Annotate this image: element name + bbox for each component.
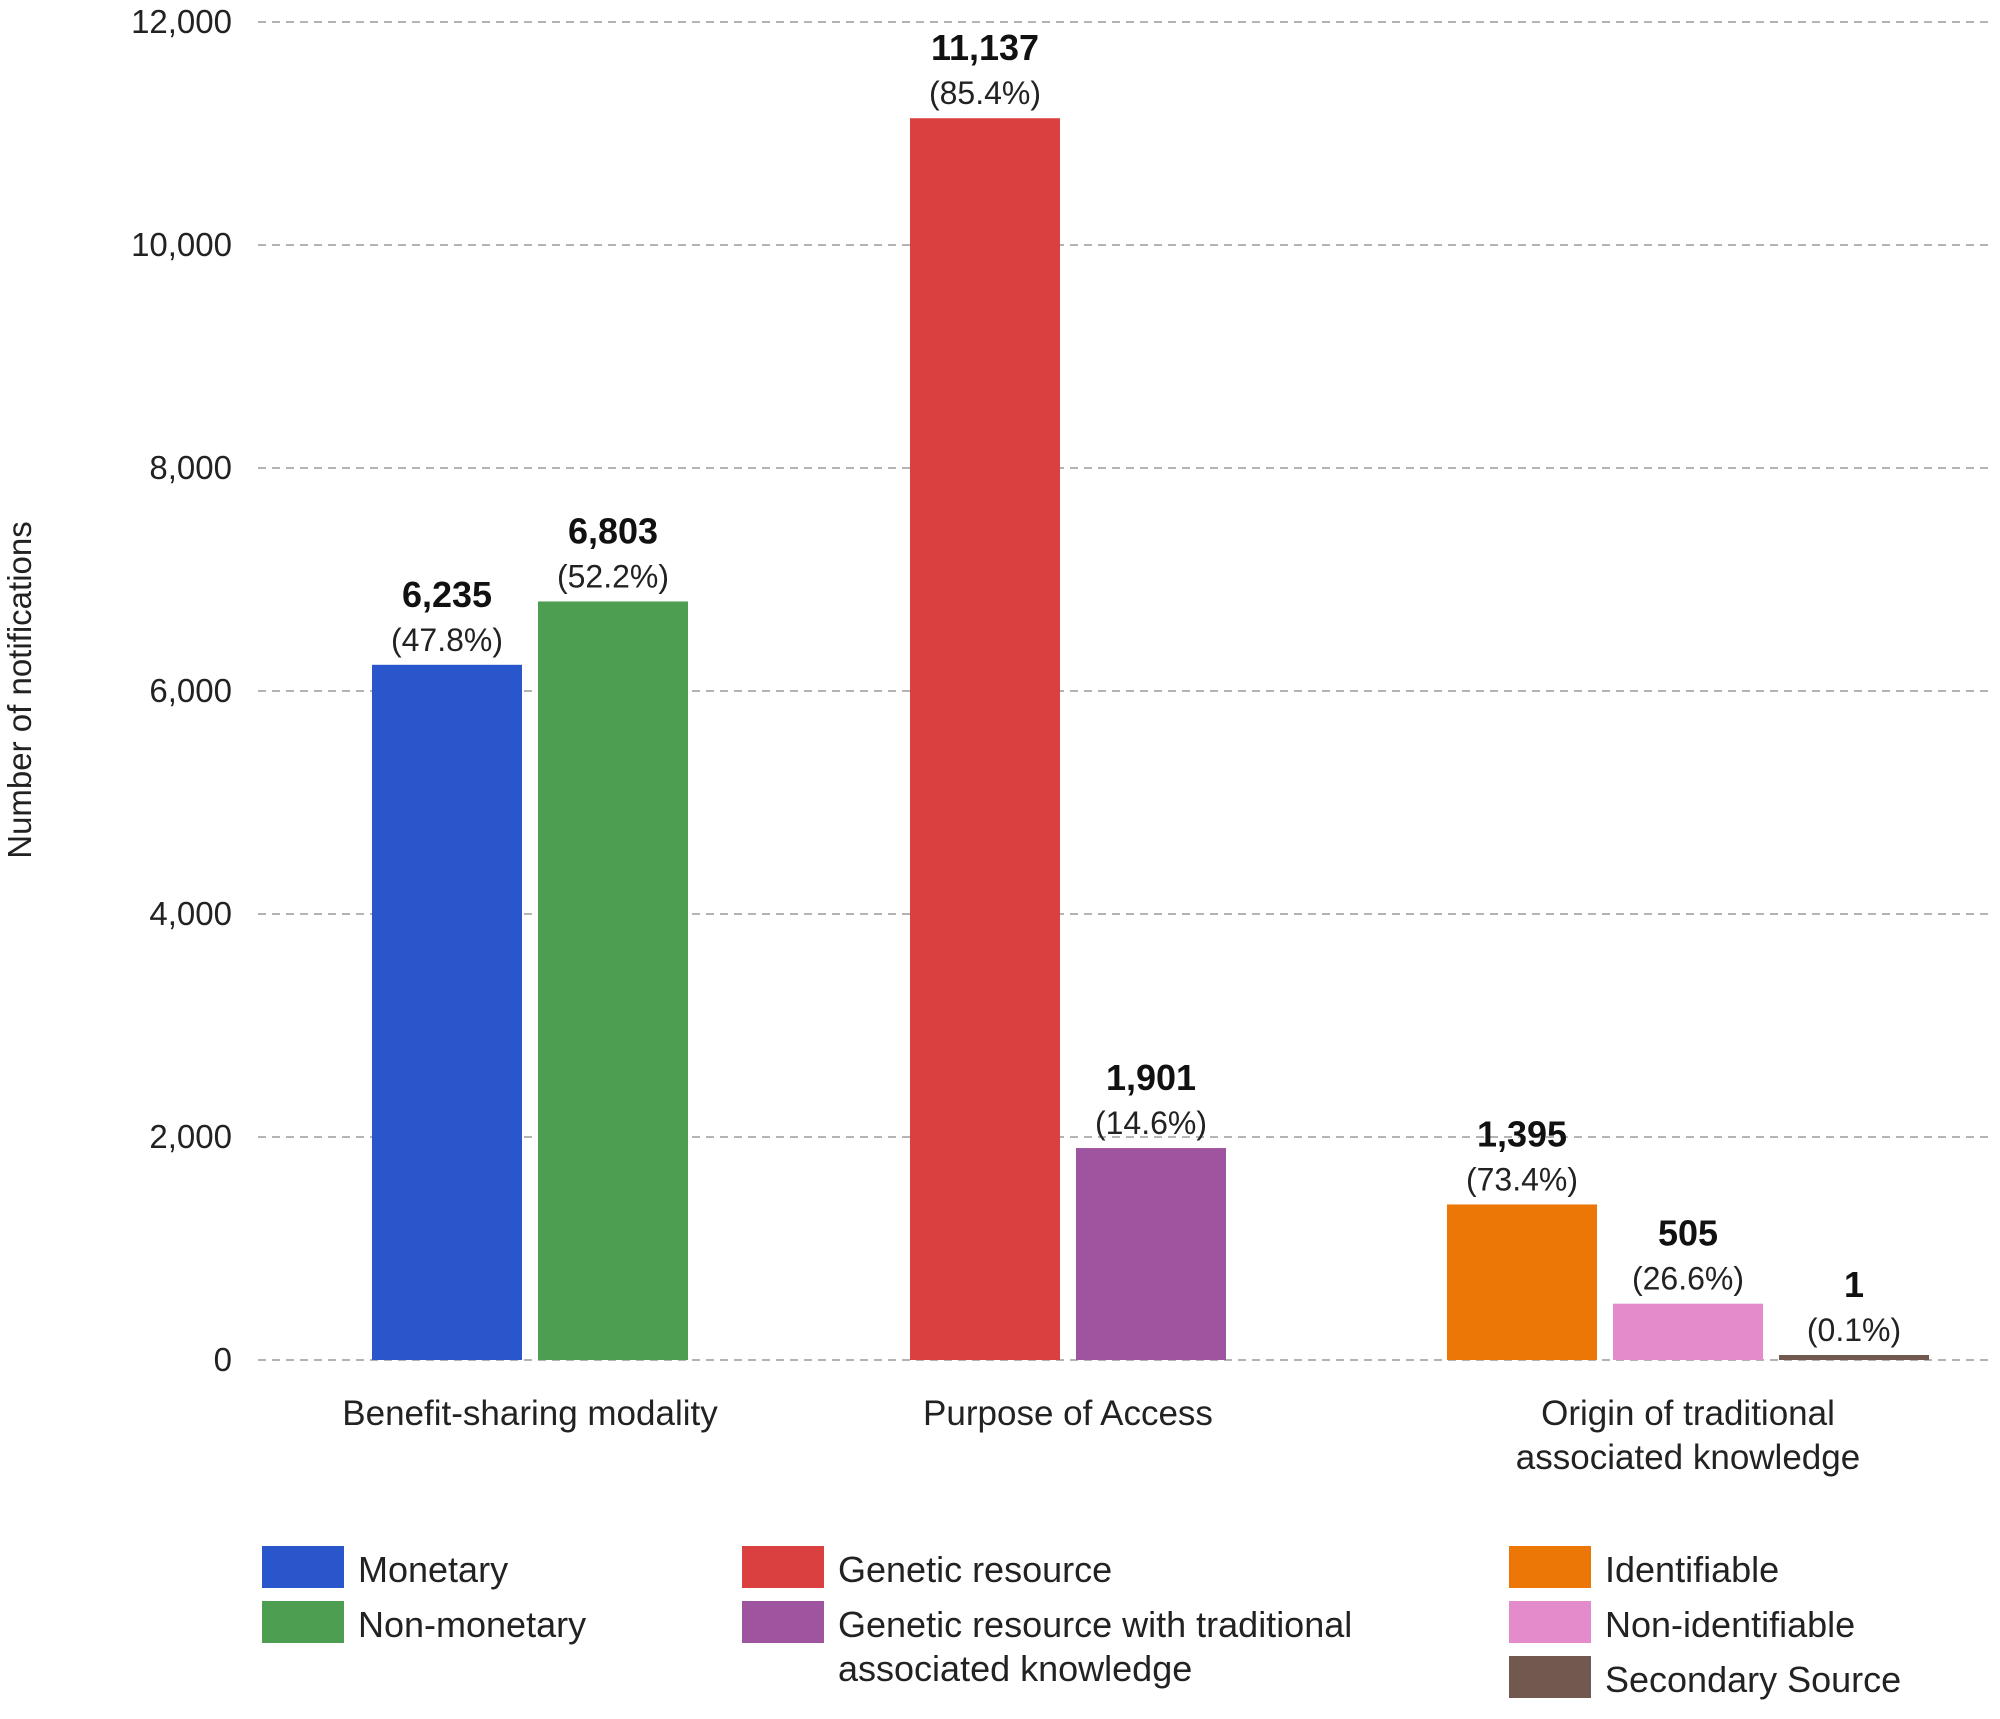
y-tick-label: 2,000 xyxy=(149,1118,232,1155)
bar-percent-label: (0.1%) xyxy=(1807,1312,1901,1348)
bar-value-label: 1,395 xyxy=(1477,1113,1567,1154)
category-label: Purpose of Access xyxy=(923,1394,1213,1433)
legend-swatch xyxy=(742,1601,824,1643)
legend-label: Non-identifiable xyxy=(1605,1604,1855,1645)
bar xyxy=(1076,1148,1226,1360)
bar-value-label: 1 xyxy=(1844,1264,1864,1305)
bar xyxy=(1779,1355,1929,1360)
y-tick-label: 4,000 xyxy=(149,895,232,932)
bar-percent-label: (73.4%) xyxy=(1466,1161,1578,1197)
y-tick-label: 6,000 xyxy=(149,672,232,709)
bar xyxy=(1613,1303,1763,1360)
bar-percent-label: (85.4%) xyxy=(929,75,1041,111)
bar-percent-label: (26.6%) xyxy=(1632,1261,1744,1297)
bar-percent-label: (47.8%) xyxy=(391,622,503,658)
bar-value-label: 11,137 xyxy=(931,27,1039,68)
legend-swatch xyxy=(262,1601,344,1643)
legend-label: Secondary Source xyxy=(1605,1659,1901,1700)
legend-swatch xyxy=(1509,1656,1591,1698)
category-label: Benefit-sharing modality xyxy=(342,1394,718,1433)
bar-value-label: 6,235 xyxy=(402,574,492,615)
bar-percent-label: (52.2%) xyxy=(557,558,669,594)
legend-label: Non-monetary xyxy=(358,1604,586,1645)
legend-label: Identifiable xyxy=(1605,1549,1779,1590)
legend-swatch xyxy=(1509,1601,1591,1643)
legend-label: associated knowledge xyxy=(838,1648,1192,1689)
bar xyxy=(910,118,1060,1361)
bar-value-label: 1,901 xyxy=(1106,1057,1196,1098)
y-tick-label: 10,000 xyxy=(131,226,232,263)
y-tick-label: 8,000 xyxy=(149,449,232,486)
legend-swatch xyxy=(262,1546,344,1588)
bar xyxy=(538,601,688,1360)
legend-label: Monetary xyxy=(358,1549,508,1590)
y-tick-label: 12,000 xyxy=(131,3,232,40)
legend-swatch xyxy=(1509,1546,1591,1588)
bar-value-label: 6,803 xyxy=(568,510,658,551)
bar xyxy=(1447,1204,1597,1360)
bar-percent-label: (14.6%) xyxy=(1095,1105,1207,1141)
y-axis-label: Number of notifications xyxy=(1,521,38,859)
y-tick-label: 0 xyxy=(214,1341,232,1378)
bar xyxy=(372,664,522,1360)
legend-label: Genetic resource with traditional xyxy=(838,1604,1352,1645)
category-label: associated knowledge xyxy=(1516,1438,1860,1477)
category-label: Origin of traditional xyxy=(1541,1394,1835,1433)
legend-label: Genetic resource xyxy=(838,1549,1112,1590)
bar-value-label: 505 xyxy=(1658,1213,1718,1254)
legend-swatch xyxy=(742,1546,824,1588)
